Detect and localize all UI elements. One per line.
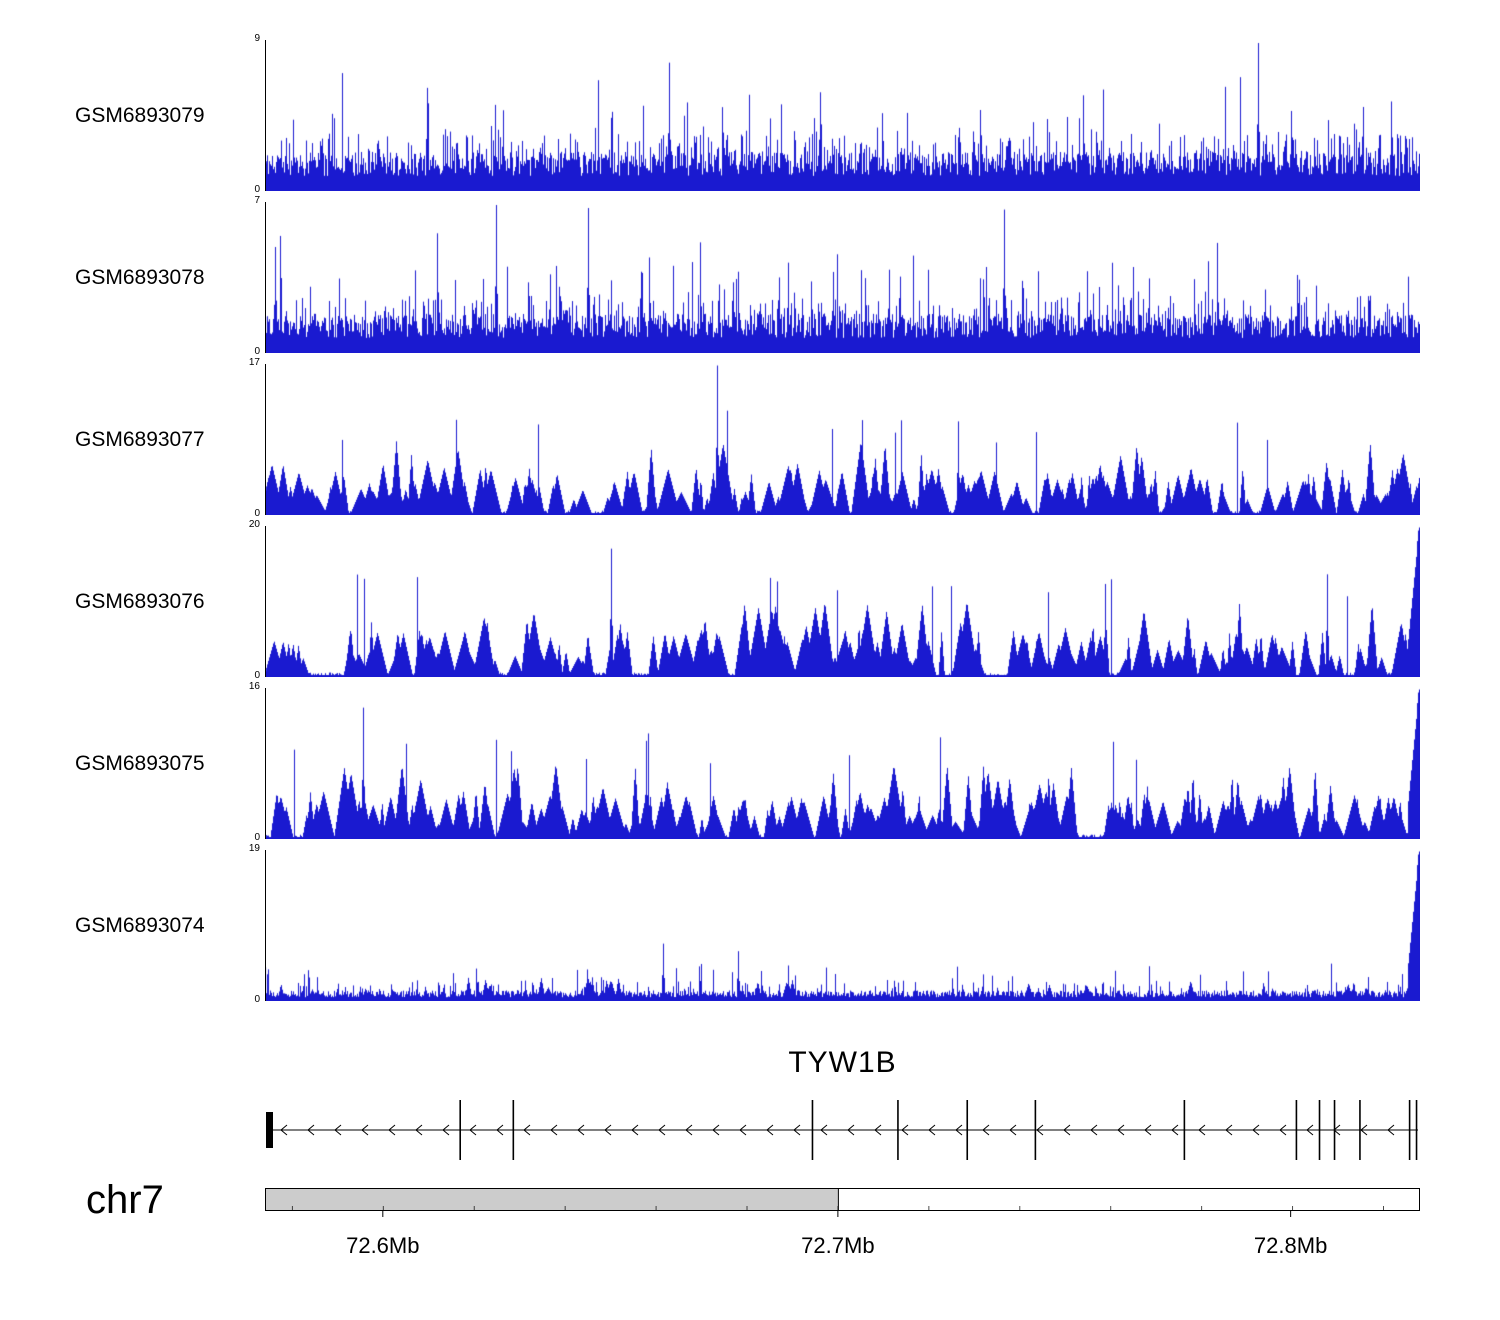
track-label: GSM6893076 — [75, 589, 205, 613]
y-axis-max-label: 7 — [254, 195, 260, 206]
axis-tick-label: 72.8Mb — [1253, 1233, 1328, 1258]
y-axis-max-label: 19 — [248, 843, 260, 854]
minus-strand-arrow — [1171, 1124, 1179, 1136]
minus-strand-arrow — [469, 1124, 477, 1136]
track-plot: 19 0 — [249, 843, 1420, 1005]
coverage-signal-canvas — [265, 364, 1420, 515]
coverage-tracks: GSM6893079 9 0 GSM6893078 7 0 GSM6893077… — [0, 33, 1420, 1012]
minus-strand-arrow — [739, 1124, 747, 1136]
coverage-signal-canvas — [265, 850, 1420, 1001]
gene-model-svg — [266, 1100, 1418, 1160]
y-axis-line — [265, 202, 266, 353]
coverage-track-row: GSM6893076 20 0 — [0, 519, 1420, 681]
minus-strand-arrow — [1036, 1124, 1044, 1136]
coverage-track-row: GSM6893074 19 0 — [0, 843, 1420, 1005]
minus-strand-arrow — [793, 1124, 801, 1136]
minus-strand-arrow — [280, 1124, 288, 1136]
minus-strand-arrow — [847, 1124, 855, 1136]
y-axis-max-label: 17 — [248, 357, 260, 368]
minus-strand-arrow — [928, 1124, 936, 1136]
track-plot: 16 0 — [249, 681, 1420, 843]
track-label: GSM6893074 — [75, 913, 205, 937]
track-label: GSM6893079 — [75, 103, 205, 127]
minus-strand-arrow — [1063, 1124, 1071, 1136]
track-label: GSM6893075 — [75, 751, 205, 775]
coverage-track-row: GSM6893079 9 0 — [0, 33, 1420, 195]
minus-strand-arrow — [712, 1124, 720, 1136]
y-axis-max-label: 9 — [254, 33, 260, 44]
minus-strand-arrow — [982, 1124, 990, 1136]
minus-strand-arrow — [901, 1124, 909, 1136]
coverage-track-row: GSM6893078 7 0 — [0, 195, 1420, 357]
y-axis-zero-label: 0 — [254, 184, 260, 195]
gene-model-track: TYW1B — [265, 1046, 1420, 1176]
minus-strand-arrow — [496, 1124, 504, 1136]
minus-strand-arrow — [1252, 1124, 1260, 1136]
minus-strand-arrow — [820, 1124, 828, 1136]
minus-strand-arrow — [1360, 1124, 1368, 1136]
minus-strand-arrow — [523, 1124, 531, 1136]
coverage-track-row: GSM6893075 16 0 — [0, 681, 1420, 843]
track-plot: 17 0 — [249, 357, 1420, 519]
chromosome-label: chr7 — [86, 1178, 164, 1222]
axis-bar-shaded-region — [265, 1188, 839, 1211]
minus-strand-arrow — [1009, 1124, 1017, 1136]
y-axis-line — [265, 364, 266, 515]
y-axis-line — [265, 40, 266, 191]
genome-axis-svg — [265, 1188, 1420, 1217]
track-label: GSM6893078 — [75, 265, 205, 289]
minus-strand-arrow — [1117, 1124, 1125, 1136]
minus-strand-arrow — [631, 1124, 639, 1136]
gene-name-label: TYW1B — [788, 1046, 897, 1079]
minus-strand-arrow — [685, 1124, 693, 1136]
y-axis-zero-label: 0 — [254, 670, 260, 681]
minus-strand-arrow — [1198, 1124, 1206, 1136]
axis-tick-label: 72.6Mb — [346, 1233, 420, 1258]
minus-strand-arrow — [334, 1124, 342, 1136]
minus-strand-arrow — [658, 1124, 666, 1136]
y-axis-line — [265, 688, 266, 839]
y-axis-zero-label: 0 — [254, 508, 260, 519]
track-plot: 9 0 — [254, 33, 1420, 195]
track-plot: 7 0 — [254, 195, 1420, 357]
minus-strand-arrow — [577, 1124, 585, 1136]
coverage-signal-canvas — [265, 40, 1420, 191]
minus-strand-arrow — [1090, 1124, 1098, 1136]
coverage-signal-canvas — [265, 688, 1420, 839]
y-axis-max-label: 16 — [248, 681, 260, 692]
coverage-signal-canvas — [265, 202, 1420, 353]
coverage-track-row: GSM6893077 17 0 — [0, 357, 1420, 519]
minus-strand-arrow — [415, 1124, 423, 1136]
minus-strand-arrow — [1306, 1124, 1314, 1136]
coverage-signal-canvas — [265, 526, 1420, 677]
y-axis-zero-label: 0 — [254, 346, 260, 357]
minus-strand-arrow — [1387, 1124, 1395, 1136]
y-axis-max-label: 20 — [248, 519, 260, 530]
minus-strand-arrow — [388, 1124, 396, 1136]
minus-strand-arrow — [1225, 1124, 1233, 1136]
y-axis-zero-label: 0 — [254, 994, 260, 1005]
y-axis-line — [265, 850, 266, 1001]
track-label: GSM6893077 — [75, 427, 205, 451]
gene-end-exon-box — [266, 1112, 273, 1148]
axis-tick-label: 72.7Mb — [801, 1233, 875, 1258]
track-plot: 20 0 — [249, 519, 1420, 681]
minus-strand-arrow — [307, 1124, 315, 1136]
y-axis-zero-label: 0 — [254, 832, 260, 843]
minus-strand-arrow — [442, 1124, 450, 1136]
minus-strand-arrow — [766, 1124, 774, 1136]
minus-strand-arrow — [1279, 1124, 1287, 1136]
minus-strand-arrow — [361, 1124, 369, 1136]
minus-strand-arrow — [604, 1124, 612, 1136]
minus-strand-arrow — [550, 1124, 558, 1136]
genome-axis-labels: 72.6Mb 72.7Mb 72.8Mb — [265, 1225, 1420, 1261]
y-axis-line — [265, 526, 266, 677]
minus-strand-arrow — [955, 1124, 963, 1136]
minus-strand-arrow — [1144, 1124, 1152, 1136]
genome-axis-track: 72.6Mb 72.7Mb 72.8Mb — [265, 1188, 1420, 1261]
minus-strand-arrow — [874, 1124, 882, 1136]
